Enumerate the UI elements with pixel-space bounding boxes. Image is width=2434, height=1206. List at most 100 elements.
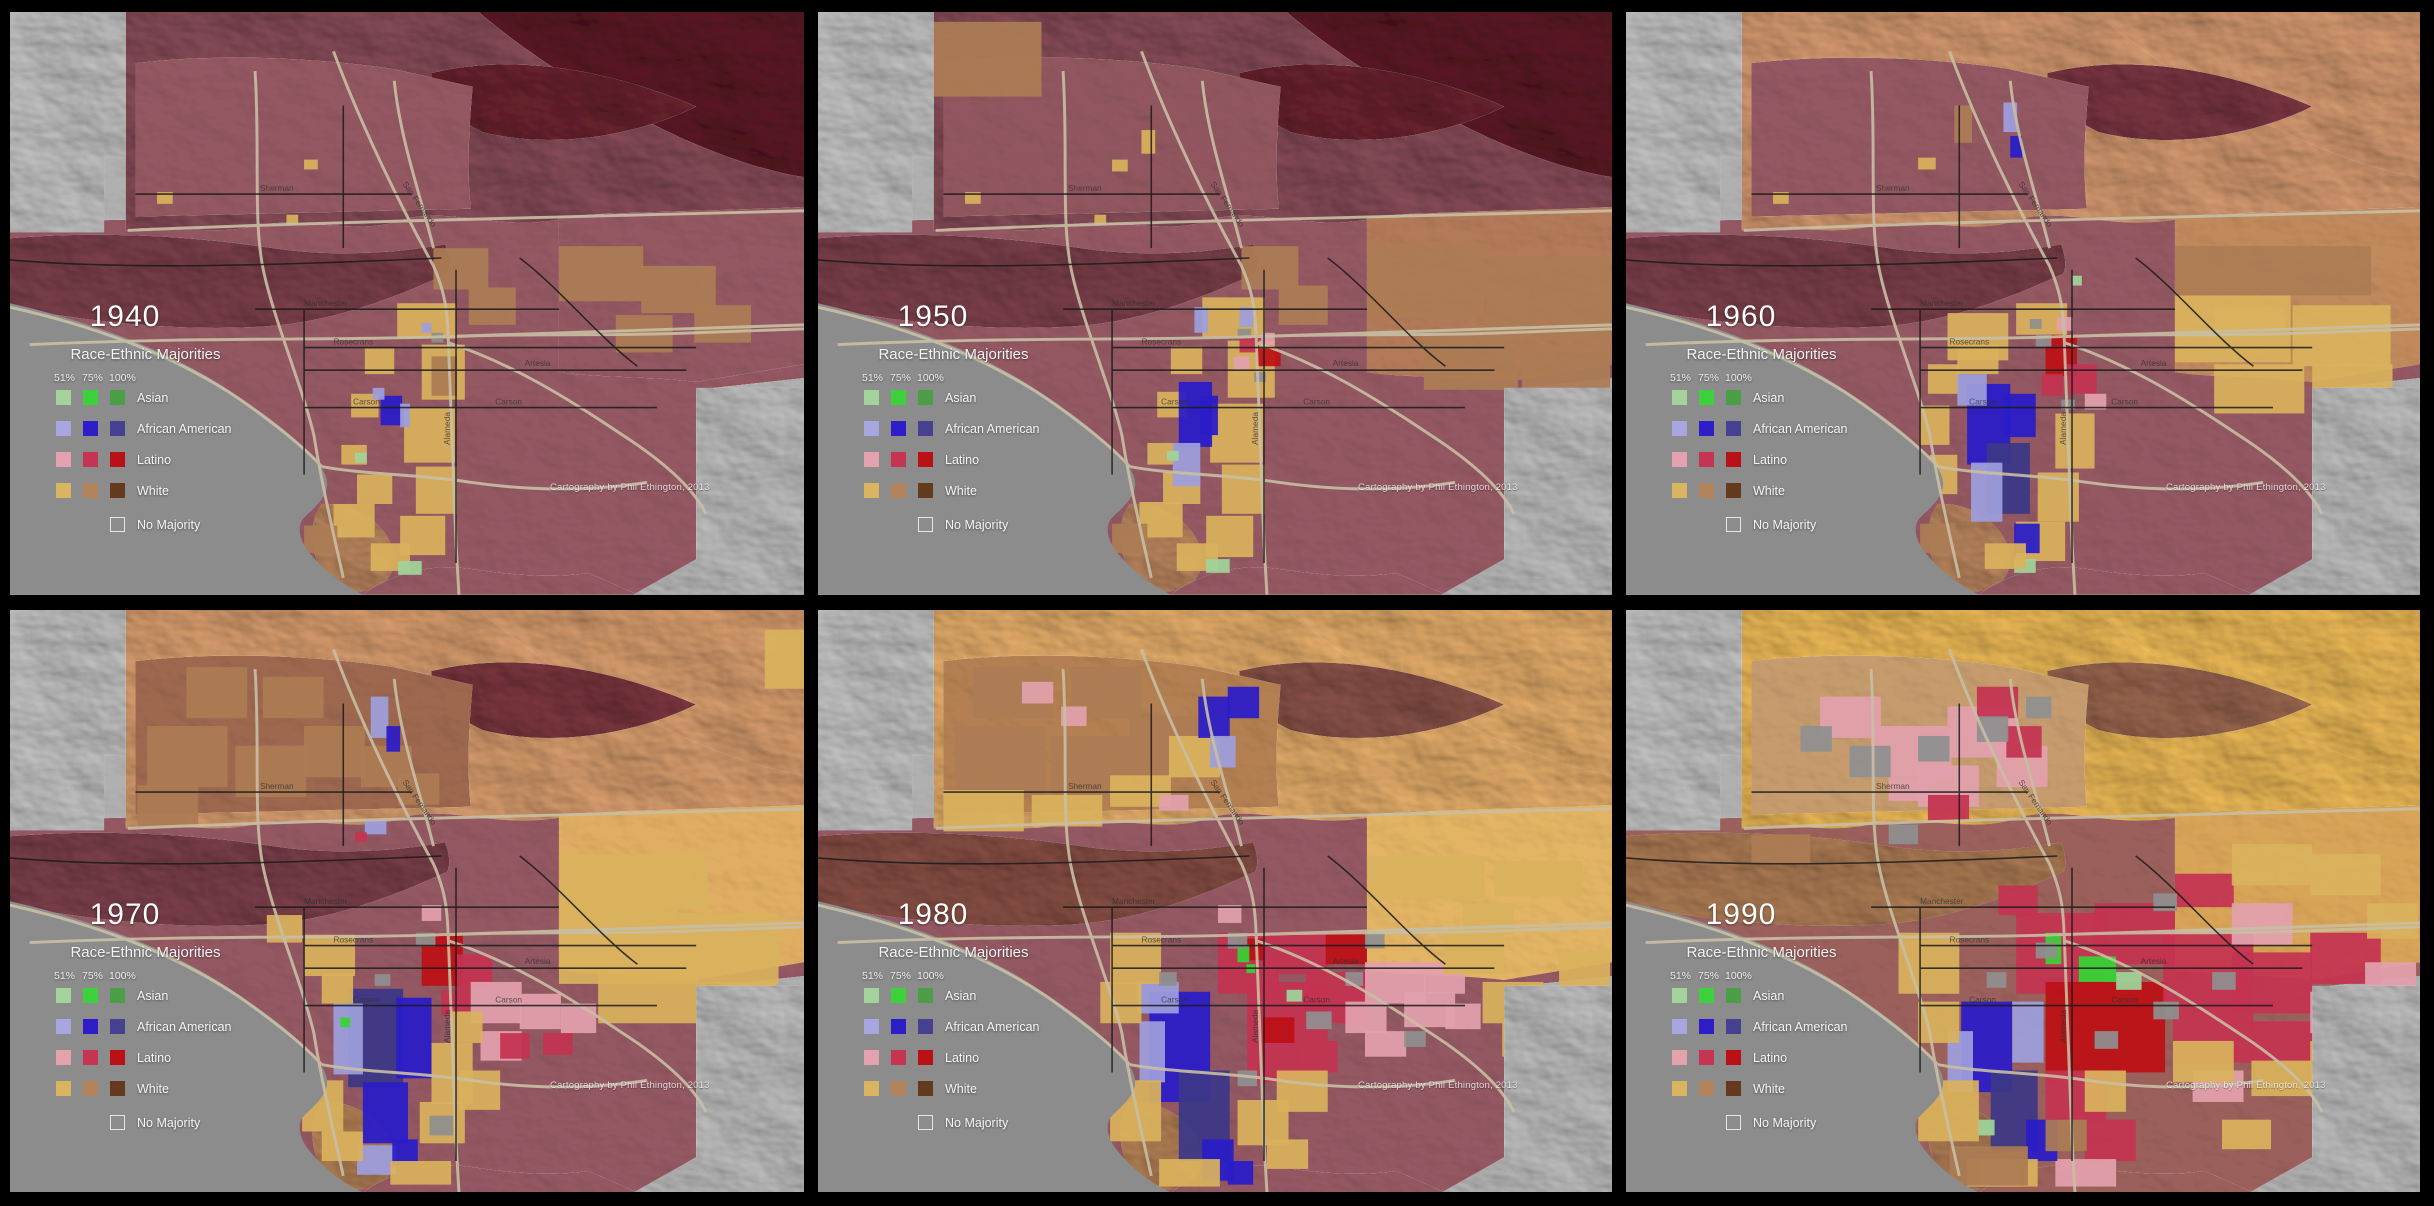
legend-swatch — [864, 1080, 879, 1096]
legend-row-african-american: African American — [848, 421, 1108, 438]
street — [2135, 854, 2254, 965]
legend-row-white: White — [1656, 483, 1916, 500]
census-tract — [558, 853, 708, 909]
legend-swatch — [918, 987, 933, 1003]
map-legend: 1960 Race-Ethnic Majorities 51% 75% 100%… — [1656, 302, 1916, 542]
legend-swatch — [864, 390, 879, 405]
legend-swatch — [1699, 390, 1714, 405]
census-tract — [1306, 1010, 1332, 1029]
freeway — [448, 327, 804, 339]
tracts-layer — [1751, 686, 2419, 1187]
no-majority-label: No Majority — [137, 1115, 201, 1130]
freeway — [1061, 668, 1153, 1176]
street-label: Artesia — [1333, 358, 1359, 368]
legend-swatch — [56, 1049, 71, 1065]
census-tract — [400, 403, 410, 428]
legend-swatch — [110, 421, 125, 436]
unmapped-northwest — [1626, 12, 1742, 233]
census-tract — [1110, 932, 1162, 984]
legend-title: Race-Ethnic Majorities — [1686, 943, 1837, 961]
legend-no-majority: No Majority — [1656, 1114, 1916, 1132]
street-label: Carson — [2111, 397, 2138, 407]
legend-row-latino: Latino — [1656, 1049, 1916, 1067]
legend-row-label: White — [137, 1081, 169, 1096]
census-tract — [304, 159, 318, 170]
census-tract — [304, 934, 356, 976]
census-tract — [2212, 971, 2236, 990]
legend-row-label: African American — [1753, 1019, 1848, 1034]
census-tract — [764, 629, 804, 689]
street — [1626, 257, 2058, 267]
legend-title: Race-Ethnic Majorities — [878, 346, 1029, 363]
freeway — [935, 209, 1612, 232]
census-tract — [1888, 776, 1928, 801]
census-tract — [355, 452, 367, 463]
freeway — [1129, 1062, 1456, 1088]
census-tract — [1239, 336, 1260, 353]
legend-swatch — [918, 483, 933, 498]
census-tract — [1918, 735, 1950, 762]
legend-swatch — [83, 421, 98, 436]
census-tract — [1021, 681, 1054, 703]
census-tract — [1094, 214, 1107, 225]
freeway — [935, 806, 1612, 830]
street-label: Carson — [495, 994, 522, 1004]
legend-swatch — [918, 1018, 933, 1034]
freeway — [127, 209, 804, 232]
legend-swatch — [1699, 987, 1714, 1003]
census-tract — [2055, 1158, 2117, 1187]
census-tract — [1927, 364, 1960, 394]
street-label: Carson — [353, 994, 380, 1004]
street-label: Alameda — [1250, 1009, 1260, 1042]
legend-swatch — [1726, 452, 1741, 467]
legend-column-75: 75% — [82, 372, 104, 384]
map-canvas: Sherman Manchester Rosecrans Artesia Carson C… — [10, 609, 804, 1192]
no-majority-swatch — [918, 517, 933, 532]
unmapped-northwest — [1626, 609, 1742, 830]
freeway — [10, 903, 323, 1066]
legend-row-latino: Latino — [40, 452, 300, 469]
legend-column-75: 75% — [890, 372, 912, 384]
street — [1327, 257, 1446, 367]
freeways-layer — [818, 648, 1612, 1192]
unmapped-northwest — [818, 609, 934, 830]
legend-swatch — [1726, 483, 1741, 498]
legend-swatch — [83, 987, 98, 1003]
legend-swatch — [110, 390, 125, 405]
legend-column-51: 51% — [1670, 969, 1692, 982]
street-label: Rosecrans — [1949, 934, 1989, 944]
san-fernando-valley — [135, 57, 473, 217]
legend-swatch — [56, 483, 71, 498]
census-tract — [380, 395, 403, 426]
census-tract — [421, 904, 442, 921]
census-tract — [429, 1115, 454, 1135]
verdugo-ridge — [2047, 661, 2313, 738]
legend-column-51: 51% — [54, 372, 76, 384]
census-tract — [2072, 275, 2082, 286]
street-label: Carson — [1303, 994, 1330, 1004]
pacific-ocean — [10, 303, 363, 595]
census-tract — [2055, 413, 2095, 469]
census-tract — [392, 1138, 418, 1165]
census-tract — [421, 322, 432, 333]
census-tract — [2057, 317, 2073, 331]
freeway — [321, 1062, 648, 1088]
verdugo-ridge — [431, 64, 697, 141]
street-label: Alameda — [2058, 1009, 2068, 1042]
street-label: Sherman — [1876, 781, 1910, 791]
census-tract — [558, 246, 644, 302]
san-fernando-valley — [1751, 57, 2089, 217]
census-tract — [147, 725, 228, 787]
cartography-credit: Cartography by Phil Ethington, 2013 — [2166, 482, 2326, 493]
freeway — [1255, 938, 1516, 1112]
legend-swatch — [1726, 390, 1741, 405]
census-tract — [1494, 860, 1583, 896]
census-tract — [415, 466, 457, 514]
legend-row-label: African American — [945, 1019, 1040, 1034]
legend-row-label: Asian — [1753, 988, 1785, 1003]
census-tract — [386, 725, 401, 752]
legend-swatch — [1726, 1080, 1741, 1096]
legend-row-label: White — [945, 484, 977, 498]
verdugo-ridge — [1239, 661, 1505, 738]
census-tract — [390, 1160, 452, 1185]
